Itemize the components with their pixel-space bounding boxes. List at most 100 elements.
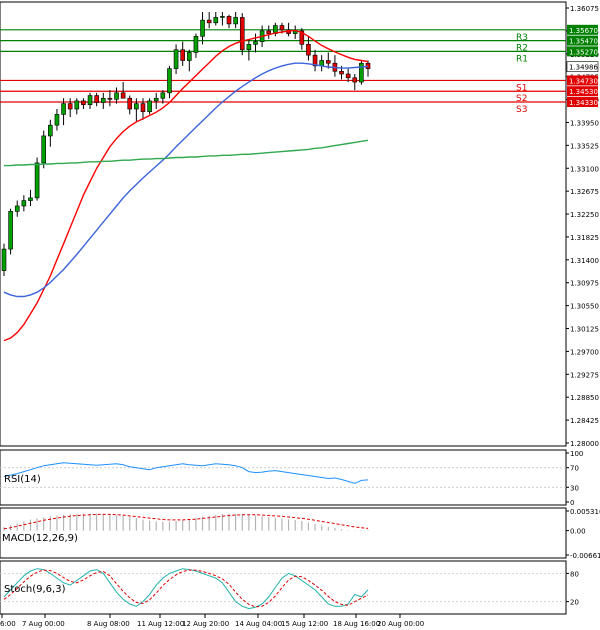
candle-bearish bbox=[107, 97, 113, 100]
price-tick-label: 1.30125 bbox=[570, 326, 599, 334]
stoch-d-line bbox=[3, 569, 369, 608]
stoch-panel-frame bbox=[0, 560, 567, 615]
moving-average-line-1 bbox=[3, 29, 369, 342]
price-panel-frame bbox=[0, 1, 567, 447]
candle-bullish bbox=[21, 200, 27, 207]
level-price-label-r2: 1.35470 bbox=[569, 38, 598, 46]
candle-bullish bbox=[34, 162, 40, 199]
stoch-tick-label: 80 bbox=[570, 570, 579, 578]
candle-bearish bbox=[94, 95, 99, 103]
price-tick-label: 1.32675 bbox=[570, 188, 599, 196]
candle-bearish bbox=[266, 30, 272, 34]
stoch-k-line bbox=[3, 568, 369, 610]
x-tick-label: 12 Aug 20:00 bbox=[182, 620, 229, 628]
price-tick-label: 1.29275 bbox=[570, 371, 599, 379]
candle-bearish bbox=[120, 92, 126, 99]
candle-bullish bbox=[193, 35, 199, 53]
candle-bearish bbox=[306, 44, 311, 56]
level-name-s3: S3 bbox=[516, 105, 527, 115]
price-tick-label: 1.28000 bbox=[570, 440, 599, 448]
candle-bullish bbox=[153, 97, 159, 102]
candle-bullish bbox=[167, 68, 172, 94]
level-price-label-r3: 1.35670 bbox=[569, 27, 598, 35]
candle-bullish bbox=[173, 49, 179, 69]
price-panel: 1.360751.356451.352201.347951.343701.339… bbox=[0, 1, 599, 448]
candle-bullish bbox=[48, 124, 53, 137]
x-tick-label: 14 Aug 04:00 bbox=[235, 620, 282, 628]
price-tick-label: 1.36075 bbox=[570, 5, 599, 13]
candle-bearish bbox=[206, 19, 212, 24]
candle-bearish bbox=[226, 16, 232, 25]
candle-bearish bbox=[67, 103, 73, 110]
candle-bearish bbox=[180, 49, 185, 61]
candle-bullish bbox=[160, 92, 166, 99]
candle-bullish bbox=[200, 19, 205, 37]
level-price-box-s3 bbox=[567, 97, 598, 108]
rsi-tick-label: 100 bbox=[570, 450, 583, 458]
level-price-box-s1 bbox=[567, 75, 598, 86]
stoch-title: Stoch(9,6,3) bbox=[4, 584, 66, 595]
candle-bullish bbox=[246, 44, 252, 51]
candle-bullish bbox=[220, 16, 225, 18]
moving-average-line-3 bbox=[4, 139, 369, 167]
x-tick-label: 8 Aug 08:00 bbox=[87, 620, 130, 628]
level-name-r3: R3 bbox=[516, 33, 528, 43]
candle-bullish bbox=[28, 197, 33, 201]
level-name-r2: R2 bbox=[516, 44, 528, 54]
x-tick-label: 11 Aug 12:00 bbox=[137, 620, 184, 628]
candle-bullish bbox=[100, 97, 106, 103]
price-tick-label: 1.33525 bbox=[570, 142, 599, 150]
candle-bullish bbox=[187, 52, 192, 61]
candle-bearish bbox=[279, 25, 285, 31]
price-tick-label: 1.32250 bbox=[570, 211, 599, 219]
current-price-label: 1.34986 bbox=[569, 64, 598, 72]
moving-average-line-2 bbox=[3, 62, 369, 298]
level-price-box-r1 bbox=[567, 46, 598, 57]
candle-bullish bbox=[14, 205, 20, 212]
candle-bullish bbox=[134, 103, 139, 110]
candle-bullish bbox=[1, 248, 7, 271]
level-price-label-s1: 1.34730 bbox=[569, 77, 598, 85]
macd-signal-line bbox=[3, 513, 369, 530]
macd-title: MACD(12,26,9) bbox=[2, 533, 78, 544]
rsi-tick-label: 0 bbox=[570, 499, 574, 507]
x-tick-label: 6:00 bbox=[0, 620, 16, 628]
candle-bearish bbox=[352, 77, 358, 83]
level-price-label-s3: 1.34330 bbox=[569, 99, 598, 107]
price-tick-label: 1.31400 bbox=[570, 257, 599, 265]
rsi-panel-frame bbox=[0, 449, 567, 506]
candle-bullish bbox=[54, 114, 60, 126]
macd-tick-label: 0.005316 bbox=[570, 508, 600, 516]
candle-bearish bbox=[339, 70, 344, 75]
stoch-panel: 80 20 Stoch(9,6,3) bbox=[0, 560, 579, 615]
candle-bullish bbox=[253, 41, 258, 45]
price-tick-label: 1.33100 bbox=[570, 165, 599, 173]
current-price-box bbox=[566, 61, 599, 72]
level-price-label-r1: 1.35270 bbox=[569, 48, 598, 56]
price-tick-label: 1.31825 bbox=[570, 234, 599, 242]
candle-bearish bbox=[299, 30, 305, 45]
rsi-panel: 100 70 30 0 RSI(14) bbox=[0, 449, 583, 507]
candle-bullish bbox=[359, 62, 364, 83]
candle-bearish bbox=[345, 73, 351, 79]
candle-bearish bbox=[81, 100, 86, 105]
price-tick-label: 1.33950 bbox=[570, 119, 599, 127]
rsi-tick-label: 30 bbox=[570, 484, 579, 492]
candle-bullish bbox=[87, 95, 93, 105]
candle-bearish bbox=[140, 103, 146, 112]
macd-tick-label: -0.006611 bbox=[570, 552, 600, 560]
x-tick-label: 7 Aug 00:00 bbox=[22, 620, 65, 628]
x-tick-label: 18 Aug 16:00 bbox=[333, 620, 380, 628]
rsi-title: RSI(14) bbox=[4, 474, 41, 485]
candle-bullish bbox=[213, 17, 219, 24]
level-name-r1: R1 bbox=[516, 54, 528, 64]
rsi-tick-label: 70 bbox=[570, 465, 579, 473]
x-tick-label: 15 Aug 12:00 bbox=[281, 620, 328, 628]
price-tick-label: 1.30975 bbox=[570, 280, 599, 288]
candle-bullish bbox=[41, 135, 47, 164]
candle-bullish bbox=[8, 211, 13, 250]
price-tick-label: 1.29700 bbox=[570, 348, 599, 356]
level-price-box-r3 bbox=[567, 24, 598, 35]
x-tick-label: 20 Aug 00:00 bbox=[377, 620, 424, 628]
